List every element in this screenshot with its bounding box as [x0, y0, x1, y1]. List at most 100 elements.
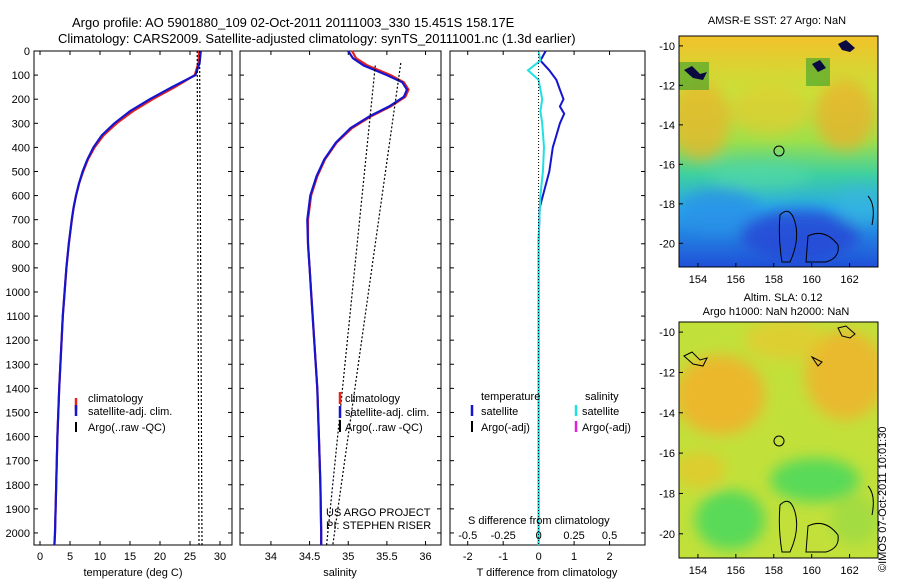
map-y-tick-label: -10: [659, 327, 675, 339]
map-x-tick-label: 158: [765, 565, 783, 577]
temperature-series: [53, 50, 203, 546]
legend-t-argo: Argo(-adj): [481, 422, 530, 434]
series-argo_a: [326, 65, 376, 546]
depth-tick-label: 800: [12, 239, 30, 251]
salinity-x-axis: 34 34.5 35 35.5 36: [265, 51, 432, 563]
map-y-tick-label: -12: [659, 367, 675, 379]
map-x-tick-label: 154: [689, 565, 707, 577]
x-tick-label: 2: [606, 551, 612, 563]
depth-tick-label: 1900: [6, 504, 30, 516]
depth-tick-label: 1800: [6, 480, 30, 492]
s-diff-tick-label: 0: [536, 530, 542, 542]
map-y-tick-label: -10: [659, 41, 675, 53]
x-tick-label: 20: [154, 551, 166, 563]
depth-tick-label: 1300: [6, 359, 30, 371]
depth-tick-label: 600: [12, 191, 30, 203]
difference-legend: temperature salinity satellite Argo(-adj…: [470, 391, 631, 434]
map-y-tick-label: -12: [659, 80, 675, 92]
project-annotation: US ARGO PROJECT: [326, 507, 431, 519]
salinity-xlabel: salinity: [323, 567, 357, 579]
map-x-tick-label: 158: [765, 274, 783, 286]
s-diff-tick-label: 0.25: [563, 530, 584, 542]
salinity-legend: climatology satellite-adj. clim. Argo(..…: [338, 392, 429, 434]
legend-temperature-header: temperature: [481, 391, 540, 403]
depth-tick-label: 2000: [6, 528, 30, 540]
depth-tick-label: 200: [12, 94, 30, 106]
map-x-tick-label: 160: [802, 565, 820, 577]
temperature-xlabel: temperature (deg C): [83, 567, 182, 579]
map-x-tick-label: 156: [727, 274, 745, 286]
x-tick-label: 36: [419, 551, 431, 563]
sst-argo-marker: [773, 145, 785, 157]
depth-tick-label: 1200: [6, 335, 30, 347]
map-x-tick-label: 160: [802, 274, 820, 286]
depth-tick-label: 0: [24, 46, 30, 58]
x-tick-label: 30: [214, 551, 226, 563]
sst-field: [679, 36, 878, 267]
legend-argo: Argo(..raw -QC): [345, 422, 423, 434]
x-tick-label: 0: [536, 551, 542, 563]
x-tick-label: 1: [571, 551, 577, 563]
depth-tick-label: 1700: [6, 456, 30, 468]
s-diff-tick-label: -0.25: [491, 530, 516, 542]
sla-field: [679, 322, 878, 558]
depth-tick-label: 1100: [6, 311, 30, 323]
temperature-x-axis: 0 5 10 15 20 25 30: [37, 51, 226, 563]
legend-climatology: climatology: [88, 393, 144, 405]
x-tick-label: -2: [463, 551, 473, 563]
series-satellite: [53, 50, 202, 546]
pi-annotation: PI: STEPHEN RISER: [326, 520, 431, 532]
map-y-tick-label: -20: [659, 238, 675, 250]
legend-satellite: satellite-adj. clim.: [88, 406, 172, 418]
x-tick-label: 10: [94, 551, 106, 563]
sst-map-title: AMSR-E SST: 27 Argo: NaN: [708, 15, 846, 27]
sla-argo-marker: [773, 435, 785, 447]
legend-climatology: climatology: [345, 393, 401, 405]
x-tick-label: 35: [342, 551, 354, 563]
sst-map-axes: 154 156 158 160 162 -10 -12 -14 -16 -18 -20: [659, 41, 859, 286]
x-tick-label: 15: [124, 551, 136, 563]
s-diff-tick-label: -0.5: [458, 530, 477, 542]
salinity-series: [306, 50, 410, 546]
depth-tick-label: 1500: [6, 407, 30, 419]
s-diff-tick-label: 0.5: [602, 530, 617, 542]
legend-t-satellite: satellite: [481, 406, 518, 418]
s-difference-axis: -0.5 -0.25 0 0.25 0.5: [458, 530, 617, 542]
sla-map-panel: Altim. SLA: 0.12 Argo h1000: NaN h2000: …: [659, 292, 879, 577]
series-satellite: [306, 50, 409, 545]
sst-map-panel: AMSR-E SST: 27 Argo: NaN 154 156 158 16: [659, 15, 879, 286]
depth-tick-label: 900: [12, 263, 30, 275]
map-x-tick-label: 162: [840, 274, 858, 286]
difference-panel: -2 -1 0 1 2 temperature salinity satellite A…: [449, 50, 646, 579]
map-x-tick-label: 156: [727, 565, 745, 577]
temperature-legend: climatology satellite-adj. clim. Argo(..…: [74, 393, 172, 434]
s-difference-label: S difference from climatology: [468, 515, 610, 527]
sla-map-title-line1: Altim. SLA: 0.12: [744, 292, 823, 304]
x-tick-label: 25: [184, 551, 196, 563]
series-argo_b: [332, 62, 402, 546]
legend-s-satellite: satellite: [582, 406, 619, 418]
difference-series: [526, 50, 566, 545]
sla-map-title-line2: Argo h1000: NaN h2000: NaN: [703, 306, 850, 318]
map-y-tick-label: -16: [659, 159, 675, 171]
map-x-tick-label: 154: [689, 274, 707, 286]
depth-tick-label: 1600: [6, 432, 30, 444]
depth-tick-label: 700: [12, 215, 30, 227]
legend-satellite: satellite-adj. clim.: [345, 407, 429, 419]
legend-argo: Argo(..raw -QC): [88, 422, 166, 434]
x-tick-label: -1: [498, 551, 508, 563]
depth-tick-label: 300: [12, 118, 30, 130]
legend-salinity-header: salinity: [585, 391, 619, 403]
legend-s-argo: Argo(-adj): [582, 422, 631, 434]
map-y-tick-label: -14: [659, 120, 675, 132]
depth-axis: 0 100 200 300 400 500 600 700 800 900 1000 1100 1200…: [6, 46, 232, 540]
sla-map-axes: 154 156 158 160 162 -10 -12 -14 -16 -18 -20: [659, 327, 859, 577]
map-y-tick-label: -20: [659, 529, 675, 541]
salinity-panel: 34 34.5 35 35.5 36 climatology satellite-adj…: [239, 50, 442, 579]
timestamp-stamp: ©IMOS 07-Oct-2011 10:01:30: [877, 426, 889, 572]
map-y-tick-label: -14: [659, 408, 675, 420]
header-title-line2: Climatology: CARS2009. Satellite-adjuste…: [58, 31, 576, 46]
depth-tick-label: 500: [12, 166, 30, 178]
map-x-tick-label: 162: [840, 565, 858, 577]
